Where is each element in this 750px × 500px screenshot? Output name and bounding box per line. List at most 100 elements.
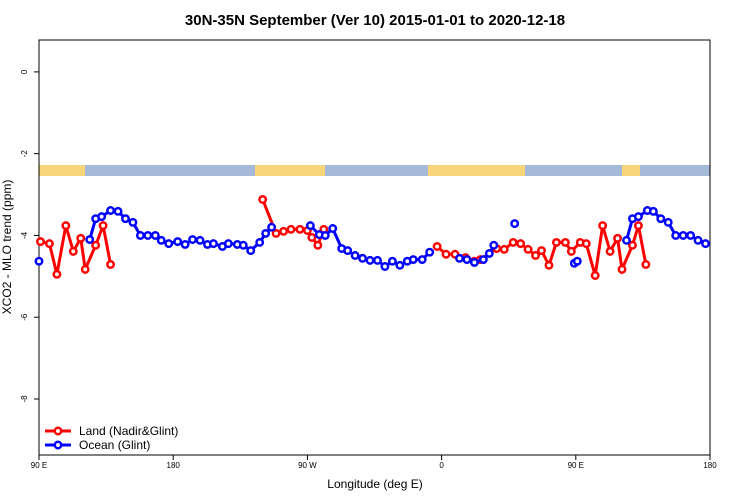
point xyxy=(537,246,546,256)
x-tick-label: 0 xyxy=(439,461,444,470)
point xyxy=(238,240,248,250)
point xyxy=(261,228,271,238)
point xyxy=(365,255,375,265)
point xyxy=(255,237,265,247)
legend-marker xyxy=(53,426,63,436)
point xyxy=(641,260,651,269)
point xyxy=(128,217,138,227)
point xyxy=(701,239,710,249)
legend-label: Land (Nadir&Glint) xyxy=(79,424,178,438)
point xyxy=(91,240,101,250)
point xyxy=(408,255,418,265)
y-tick-label: -6 xyxy=(20,313,29,321)
x-tick-label: 90 E xyxy=(568,461,584,470)
point xyxy=(531,251,540,260)
point xyxy=(44,239,54,249)
point xyxy=(560,237,570,247)
point xyxy=(223,239,233,249)
point xyxy=(648,206,658,216)
point xyxy=(106,260,116,269)
point xyxy=(97,212,107,222)
x-tick-label: 90 E xyxy=(31,461,47,470)
point xyxy=(489,240,499,250)
point xyxy=(313,240,323,250)
point xyxy=(678,230,688,240)
point xyxy=(613,233,623,243)
y-tick-label: -2 xyxy=(20,150,29,158)
point xyxy=(380,262,390,271)
point xyxy=(462,255,472,265)
point xyxy=(617,264,627,274)
point xyxy=(258,195,268,204)
point xyxy=(180,239,190,249)
x-axis-label: Longitude (deg E) xyxy=(327,477,422,491)
x-tick-label: 180 xyxy=(167,461,181,470)
point xyxy=(106,206,116,215)
point xyxy=(85,235,95,244)
point xyxy=(209,239,218,249)
y-tick-label: -4 xyxy=(20,231,29,239)
point xyxy=(523,244,533,254)
point xyxy=(469,257,479,267)
point xyxy=(598,221,608,231)
point xyxy=(279,226,288,236)
land-ocean-strip xyxy=(39,165,710,176)
point xyxy=(320,230,330,240)
point xyxy=(76,233,86,243)
y-axis-label: XCO2 - MLO trend (ppm) xyxy=(0,180,14,315)
point xyxy=(425,247,435,257)
point xyxy=(68,246,78,256)
point xyxy=(656,214,666,224)
point xyxy=(188,235,198,244)
point xyxy=(328,224,338,233)
series-line xyxy=(40,198,648,276)
point xyxy=(135,230,145,240)
point xyxy=(307,233,317,242)
point xyxy=(499,244,509,254)
point xyxy=(605,246,615,256)
point xyxy=(305,221,315,231)
chart-title: 30N-35N September (Ver 10) 2015-01-01 to… xyxy=(185,12,565,29)
point xyxy=(34,256,44,266)
point xyxy=(36,237,45,247)
point xyxy=(417,255,427,265)
point xyxy=(551,237,561,247)
y-tick-label: -8 xyxy=(20,395,29,403)
point xyxy=(622,235,631,245)
point xyxy=(267,222,277,232)
point xyxy=(693,235,703,245)
point xyxy=(432,242,442,251)
point xyxy=(671,230,681,240)
point xyxy=(113,206,123,216)
point xyxy=(478,255,488,265)
point xyxy=(508,237,518,247)
point xyxy=(52,269,62,279)
point xyxy=(633,221,643,231)
point xyxy=(164,239,174,249)
point xyxy=(373,255,382,265)
point xyxy=(343,246,353,256)
point xyxy=(150,230,160,240)
point xyxy=(246,246,256,256)
point xyxy=(566,246,576,256)
point xyxy=(663,217,673,227)
point xyxy=(572,256,582,266)
point xyxy=(80,264,90,274)
point xyxy=(286,224,296,234)
point xyxy=(395,260,405,270)
point xyxy=(195,235,205,245)
x-tick-label: 90 W xyxy=(298,461,317,470)
point xyxy=(628,240,637,250)
point xyxy=(441,249,451,259)
point xyxy=(350,251,360,260)
point xyxy=(686,230,696,240)
point xyxy=(295,224,305,234)
point xyxy=(455,253,464,263)
x-tick-label: 180 xyxy=(703,461,717,470)
point xyxy=(633,212,643,222)
legend-marker xyxy=(53,440,63,450)
point xyxy=(358,253,368,263)
point xyxy=(581,239,591,249)
point xyxy=(121,214,130,224)
